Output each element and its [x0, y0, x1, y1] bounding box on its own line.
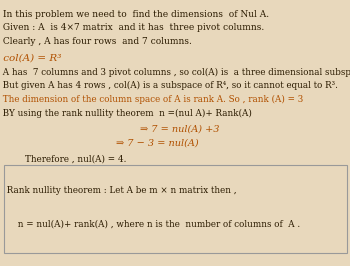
- Text: But given A has 4 rows , col(A) is a subspace of R⁴, so it cannot equal to R³.: But given A has 4 rows , col(A) is a sub…: [0, 81, 338, 90]
- Text: BY using the rank nullity theorem  n =(nul A)+ Rank(A): BY using the rank nullity theorem n =(nu…: [0, 109, 252, 118]
- Text: n = nul(A)+ rank(A) , where n is the  number of columns of  A .: n = nul(A)+ rank(A) , where n is the num…: [4, 219, 300, 228]
- Text: Therefore , nul(A) = 4.: Therefore , nul(A) = 4.: [14, 155, 126, 164]
- Text: A has  7 columns and 3 pivot columns , so col(A) is  a three dimensional subspac: A has 7 columns and 3 pivot columns , so…: [0, 68, 350, 77]
- Text: ⇒ 7 − 3 = nul(A): ⇒ 7 − 3 = nul(A): [116, 139, 198, 148]
- Text: Given : A  is 4×7 matrix  and it has  three pivot columns.: Given : A is 4×7 matrix and it has three…: [0, 23, 264, 32]
- Text: col(A) = R³: col(A) = R³: [0, 53, 61, 62]
- Text: The dimension of the column space of A is rank A. So , rank (A) = 3: The dimension of the column space of A i…: [0, 95, 303, 104]
- Text: In this problem we need to  find the dimensions  of Nul A.: In this problem we need to find the dime…: [0, 10, 269, 19]
- Text: ⇒ 7 = nul(A) +3: ⇒ 7 = nul(A) +3: [140, 125, 219, 134]
- Text: Clearly , A has four rows  and 7 columns.: Clearly , A has four rows and 7 columns.: [0, 37, 192, 46]
- FancyBboxPatch shape: [4, 165, 346, 253]
- Text: Rank nullity theorem : Let A be m × n matrix then ,: Rank nullity theorem : Let A be m × n ma…: [4, 186, 236, 195]
